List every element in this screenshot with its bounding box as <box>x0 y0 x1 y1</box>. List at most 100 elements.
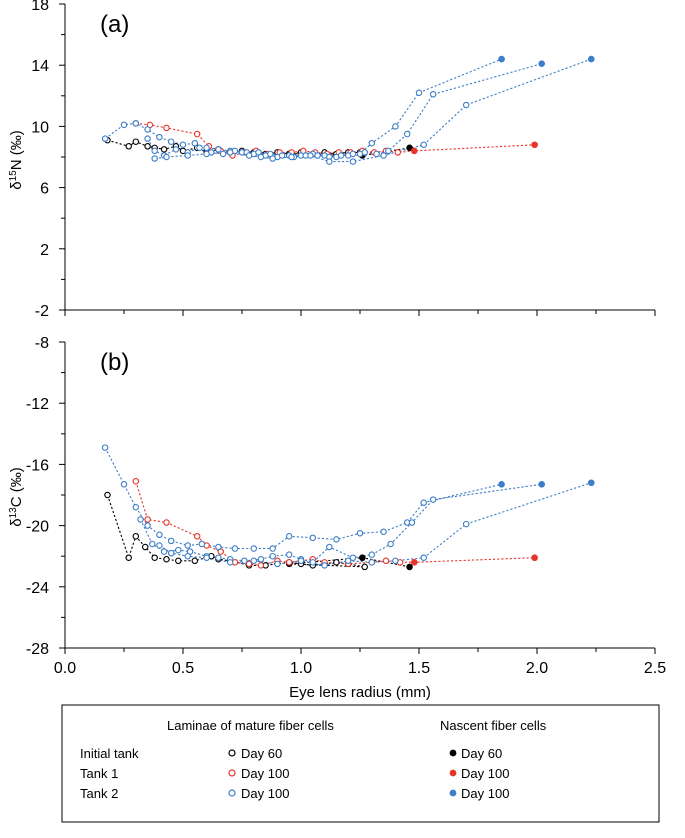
nascent-point <box>498 55 505 63</box>
mature-point <box>167 537 175 545</box>
legend-mature-label-3: Day 100 <box>241 786 289 801</box>
legend-group-tank-2: Tank 2 <box>80 786 118 801</box>
panel-b-y-axis-title: δ13C (‰) <box>8 467 26 526</box>
mature-point <box>151 155 158 162</box>
mature-point <box>368 559 376 566</box>
nascent-point <box>538 480 546 488</box>
mature-point <box>193 533 201 540</box>
mature-point <box>462 101 470 109</box>
mature-point <box>326 543 333 551</box>
panel-a-x-ticks <box>64 310 656 316</box>
mature-point <box>156 542 163 549</box>
mature-point <box>231 545 239 552</box>
mature-point <box>198 540 206 548</box>
legend-box <box>61 704 660 823</box>
y-tick-label: 2 <box>40 242 49 259</box>
y-tick-label: -16 <box>26 457 49 474</box>
mature-point <box>356 529 364 537</box>
nascent-point <box>410 147 418 155</box>
mature-point <box>104 491 111 499</box>
mature-point <box>361 149 368 156</box>
mature-point <box>269 155 276 162</box>
panel-b-label: (b) <box>100 349 129 376</box>
mature-point <box>184 552 191 560</box>
mature-point <box>309 534 317 542</box>
panel-b-x-ticks <box>64 648 656 654</box>
y-tick-label: -28 <box>26 641 49 658</box>
y-tick-label: -24 <box>26 580 49 597</box>
series-line <box>104 447 502 550</box>
panel-a-series <box>101 55 595 165</box>
x-tick-labels: 0.0 0.5 1.0 1.5 2.0 2.5 <box>54 660 666 677</box>
mature-point <box>368 139 376 147</box>
mature-point <box>144 522 151 529</box>
legend-filled-marker-red <box>449 769 457 777</box>
mature-point <box>167 138 175 145</box>
mature-point <box>191 139 199 147</box>
mature-point <box>156 531 163 539</box>
nascent-point <box>406 144 413 152</box>
mature-point <box>420 554 427 561</box>
mature-point <box>245 152 253 159</box>
mature-point <box>203 554 210 561</box>
mature-point <box>163 124 170 132</box>
nascent-point <box>359 554 366 562</box>
series-line <box>147 63 542 158</box>
nascent-point <box>406 563 413 571</box>
mature-point <box>151 147 158 155</box>
series-line <box>104 58 502 158</box>
legend-heading-nascent: Nascent fiber cells <box>440 718 547 733</box>
x-tick-label: 0.5 <box>172 660 194 677</box>
y-tick-label: -20 <box>26 519 49 536</box>
mature-point <box>163 556 170 563</box>
mature-point <box>278 152 286 159</box>
legend-heading-mature: Laminae of mature fiber cells <box>167 718 334 733</box>
mature-point <box>156 133 163 141</box>
mature-point <box>141 543 149 551</box>
panel-a-y-axis-title: δ15N (‰) <box>8 130 26 189</box>
legend-filled-marker-blue <box>449 789 457 797</box>
mature-point <box>380 152 387 159</box>
mature-point <box>172 146 180 153</box>
legend-group-tank-1: Tank 1 <box>80 766 118 781</box>
mature-point <box>368 551 376 558</box>
mature-point <box>219 150 227 158</box>
mature-point <box>429 496 437 503</box>
mature-point <box>307 152 314 159</box>
mature-point <box>241 557 248 565</box>
mature-point <box>257 562 265 569</box>
mature-point <box>349 554 357 561</box>
mature-point <box>132 138 140 145</box>
mature-point <box>274 560 281 568</box>
y-tick-label: -8 <box>35 335 49 352</box>
legend-filled-marker-black <box>449 749 457 757</box>
mature-point <box>285 533 293 540</box>
nascent-point <box>531 141 538 149</box>
y-tick-label: 18 <box>31 0 49 14</box>
legend-nascent-label-1: Day 60 <box>461 746 502 761</box>
nascent-point <box>410 559 418 566</box>
mature-point <box>285 551 293 558</box>
mature-point <box>250 557 258 565</box>
mature-point <box>226 559 234 566</box>
nascent-point <box>531 554 538 562</box>
mature-point <box>288 153 295 161</box>
mature-point <box>333 536 340 543</box>
mature-point <box>385 147 392 155</box>
mature-point <box>326 158 333 165</box>
mature-point <box>245 560 253 568</box>
mature-point <box>137 516 144 523</box>
y-tick-label: 10 <box>31 119 49 136</box>
legend: Laminae of mature fiber cells Nascent fi… <box>61 704 660 823</box>
mature-point <box>297 557 305 565</box>
panel-a-label: (a) <box>100 11 129 38</box>
panel-a-d15n-chart: -2 2 6 10 14 18 (a) δ15N (‰) <box>8 0 656 320</box>
mature-point <box>408 519 416 526</box>
mature-point <box>193 130 201 138</box>
mature-point <box>215 554 222 561</box>
mature-point <box>349 158 357 165</box>
y-tick-label: 14 <box>31 58 49 75</box>
mature-point <box>257 153 265 161</box>
panel-b-series <box>101 444 595 571</box>
